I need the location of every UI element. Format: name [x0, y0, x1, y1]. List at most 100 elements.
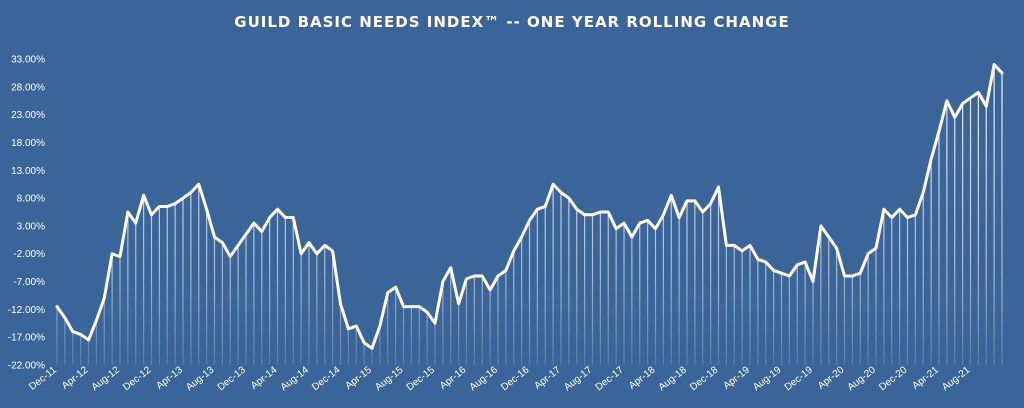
series-bar — [568, 198, 570, 365]
series-bar — [497, 275, 499, 365]
series-bar — [150, 214, 153, 365]
series-bar — [198, 184, 200, 365]
series-bar — [56, 306, 58, 365]
series-bar — [686, 200, 688, 365]
series-bar — [993, 64, 995, 366]
series-bar — [780, 273, 783, 365]
series-bar — [237, 245, 239, 365]
series-bar — [536, 209, 538, 365]
series-bar — [300, 253, 302, 365]
series-bar — [899, 209, 901, 365]
series-bar — [174, 203, 176, 365]
series-bar — [906, 217, 909, 365]
series-bar — [757, 259, 759, 365]
series-bar — [72, 331, 74, 365]
series-bar — [891, 217, 893, 365]
series-bar — [269, 217, 271, 365]
series-bar — [938, 131, 940, 365]
series-bar — [339, 303, 342, 365]
series-bar — [434, 323, 436, 365]
series-bar — [347, 328, 349, 365]
series-bar — [371, 348, 373, 365]
series-bar — [64, 317, 66, 365]
series-bar — [804, 262, 806, 365]
series-bar — [528, 220, 531, 365]
series-bar — [828, 237, 830, 365]
series-bar — [87, 339, 90, 365]
series-bar — [229, 256, 231, 365]
series-bar — [182, 198, 184, 365]
y-axis-ticks: 33.00% 28.00% 23.00% 18.00% 13.00% 8.00% 3.00%… — [8, 55, 45, 372]
series-bar — [812, 281, 814, 365]
series-bar — [379, 326, 381, 365]
series-bar — [395, 287, 397, 365]
series-bar — [883, 209, 885, 365]
series-bar — [190, 192, 192, 365]
y-tick-label: -7.00% — [13, 277, 45, 288]
series-bar — [387, 292, 389, 365]
series-bar — [647, 220, 649, 365]
y-tick-label: 8.00% — [17, 194, 45, 205]
series-bar — [505, 270, 507, 365]
y-tick-label: 33.00% — [11, 55, 45, 66]
series-bar — [402, 306, 405, 365]
series-bar — [560, 192, 562, 365]
series-bar — [544, 206, 546, 365]
series-bar — [843, 275, 846, 365]
series-bar — [213, 237, 216, 365]
series-bar — [930, 159, 932, 365]
series-bar — [245, 234, 247, 365]
chart-title: GUILD BASIC NEEDS INDEX™ -- ONE YEAR ROL… — [234, 13, 789, 31]
y-tick-label: -12.00% — [8, 305, 45, 316]
series-bar — [143, 195, 145, 365]
series-bar — [521, 237, 523, 365]
series-bar — [458, 303, 460, 365]
series-bar — [773, 270, 775, 365]
series-bar — [639, 223, 641, 365]
series-bars — [56, 64, 1003, 366]
y-tick-label: 23.00% — [11, 110, 45, 121]
series-bar — [725, 245, 727, 365]
series-bar — [135, 223, 137, 365]
series-bar — [914, 214, 916, 365]
series-bar — [631, 237, 633, 365]
series-bar — [922, 192, 924, 365]
y-tick-label: 3.00% — [17, 221, 45, 232]
series-bar — [418, 306, 420, 365]
series-bar — [977, 92, 979, 365]
y-tick-label: 28.00% — [11, 82, 45, 93]
series-bar — [678, 217, 680, 365]
series-bar — [702, 212, 704, 365]
series-bar — [670, 195, 672, 365]
series-bar — [513, 250, 515, 365]
series-bar — [473, 275, 475, 365]
series-bar — [316, 253, 318, 365]
series-bar — [481, 275, 483, 365]
series-bar — [954, 117, 956, 365]
series-bar — [221, 242, 223, 365]
series-bar — [1001, 72, 1003, 365]
series-bar — [308, 242, 310, 365]
series-bar — [552, 184, 554, 365]
series-bar — [576, 209, 578, 365]
series-bar — [591, 214, 594, 365]
series-bar — [765, 262, 767, 365]
y-tick-label: 18.00% — [11, 138, 45, 149]
series-bar — [292, 217, 294, 365]
series-bar — [985, 106, 987, 366]
series-bar — [284, 217, 286, 365]
series-bar — [662, 214, 664, 365]
series-bar — [426, 312, 428, 365]
series-bar — [95, 320, 97, 365]
series-bar — [969, 97, 972, 365]
series-bar — [717, 186, 720, 365]
series-line — [55, 63, 1004, 350]
series-bar — [355, 326, 357, 365]
series-bar — [253, 223, 255, 365]
series-bar — [654, 228, 657, 365]
series-bar — [111, 253, 113, 365]
series-bar — [332, 250, 334, 365]
series-bar — [127, 212, 129, 365]
y-tick-label: -2.00% — [13, 249, 45, 260]
